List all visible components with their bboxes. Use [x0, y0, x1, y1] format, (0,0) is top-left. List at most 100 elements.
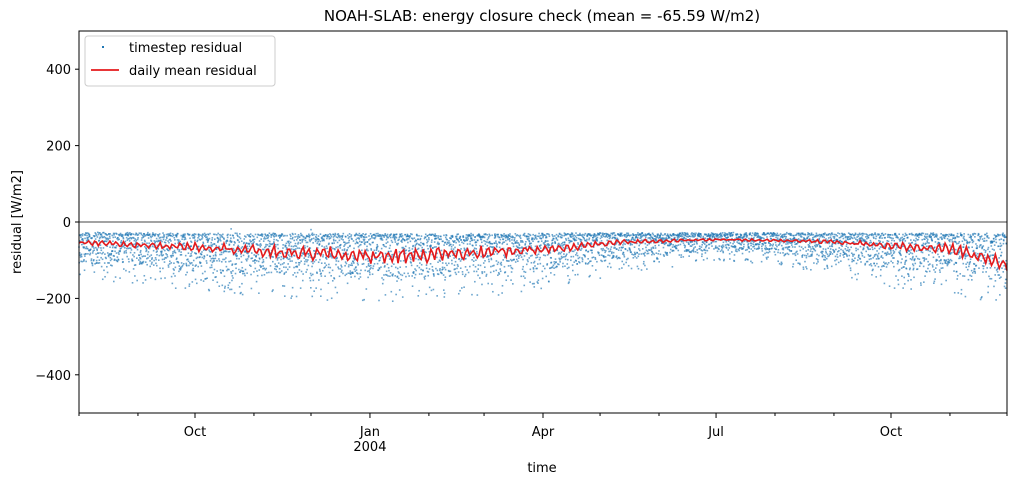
scatter-point	[339, 268, 342, 270]
scatter-point	[486, 244, 489, 247]
scatter-point	[700, 234, 702, 237]
scatter-point	[527, 235, 530, 238]
scatter-point	[804, 254, 806, 257]
scatter-point	[162, 238, 165, 241]
scatter-point	[559, 244, 562, 247]
scatter-point	[925, 242, 927, 245]
scatter-point	[155, 251, 158, 253]
scatter-point	[292, 274, 294, 276]
scatter-point	[144, 240, 146, 243]
scatter-point	[851, 237, 854, 240]
scatter-point	[443, 266, 446, 269]
scatter-point	[881, 237, 883, 239]
scatter-point	[337, 246, 339, 248]
scatter-point	[577, 237, 580, 240]
scatter-point	[966, 268, 969, 271]
scatter-point	[140, 232, 142, 234]
scatter-point	[113, 258, 116, 261]
scatter-point	[562, 247, 565, 249]
scatter-point	[475, 259, 477, 261]
scatter-point	[265, 267, 268, 270]
scatter-point	[715, 247, 717, 249]
scatter-point	[215, 244, 218, 247]
scatter-point	[139, 262, 141, 264]
scatter-point	[378, 235, 380, 237]
scatter-point	[915, 255, 918, 258]
scatter-point	[411, 237, 413, 240]
scatter-point	[819, 234, 822, 236]
scatter-point	[615, 255, 618, 257]
scatter-point	[435, 237, 438, 240]
scatter-point	[146, 257, 148, 260]
scatter-point	[461, 273, 464, 276]
scatter-point	[267, 234, 269, 236]
scatter-point	[575, 236, 578, 239]
scatter-point	[705, 233, 708, 236]
scatter-point	[454, 260, 457, 263]
scatter-point	[689, 245, 692, 247]
scatter-point	[369, 273, 371, 276]
scatter-point	[659, 236, 661, 238]
scatter-point	[529, 281, 531, 283]
scatter-point	[254, 267, 257, 270]
scatter-point	[776, 245, 778, 248]
scatter-point	[605, 232, 607, 235]
scatter-point	[451, 259, 453, 262]
scatter-point	[687, 233, 689, 236]
scatter-point	[127, 234, 130, 237]
scatter-point	[404, 245, 407, 248]
scatter-point	[163, 234, 165, 236]
scatter-point	[688, 255, 690, 257]
scatter-point	[390, 250, 392, 253]
scatter-point	[389, 234, 392, 237]
scatter-point	[557, 235, 560, 237]
scatter-point	[553, 267, 555, 269]
scatter-point	[404, 239, 406, 241]
scatter-point	[215, 248, 218, 250]
scatter-point	[575, 252, 578, 254]
scatter-point	[855, 247, 857, 250]
scatter-point	[350, 276, 352, 278]
scatter-point	[286, 234, 288, 237]
scatter-point	[582, 236, 585, 239]
scatter-point	[209, 266, 211, 269]
scatter-point	[805, 256, 808, 259]
scatter-point	[232, 270, 234, 272]
scatter-point	[690, 245, 693, 247]
scatter-point	[128, 247, 131, 249]
scatter-point	[341, 258, 344, 261]
scatter-point	[594, 258, 597, 261]
scatter-point	[220, 272, 223, 274]
scatter-point	[126, 255, 128, 258]
scatter-point	[487, 255, 489, 257]
scatter-point	[506, 260, 509, 262]
scatter-point	[891, 254, 894, 256]
scatter-point	[184, 238, 187, 240]
scatter-point	[155, 237, 158, 240]
scatter-point	[173, 269, 175, 271]
scatter-point	[355, 269, 358, 271]
scatter-point	[485, 275, 488, 277]
scatter-point	[764, 252, 766, 255]
scatter-point	[849, 267, 852, 269]
scatter-point	[90, 258, 93, 260]
scatter-point	[107, 237, 110, 240]
scatter-point	[115, 244, 118, 247]
scatter-point	[903, 276, 906, 279]
scatter-point	[946, 237, 949, 240]
scatter-point	[542, 233, 544, 235]
scatter-point	[954, 237, 957, 239]
scatter-point	[890, 242, 893, 245]
scatter-point	[628, 247, 631, 249]
scatter-point	[156, 233, 159, 236]
scatter-point	[409, 235, 411, 238]
scatter-point	[949, 244, 951, 247]
scatter-point	[201, 251, 203, 253]
scatter-point	[594, 256, 597, 259]
scatter-point	[172, 254, 175, 257]
scatter-point	[205, 260, 208, 262]
scatter-point	[828, 245, 831, 248]
scatter-point	[352, 255, 354, 257]
scatter-point	[344, 243, 346, 246]
scatter-point	[539, 234, 542, 237]
